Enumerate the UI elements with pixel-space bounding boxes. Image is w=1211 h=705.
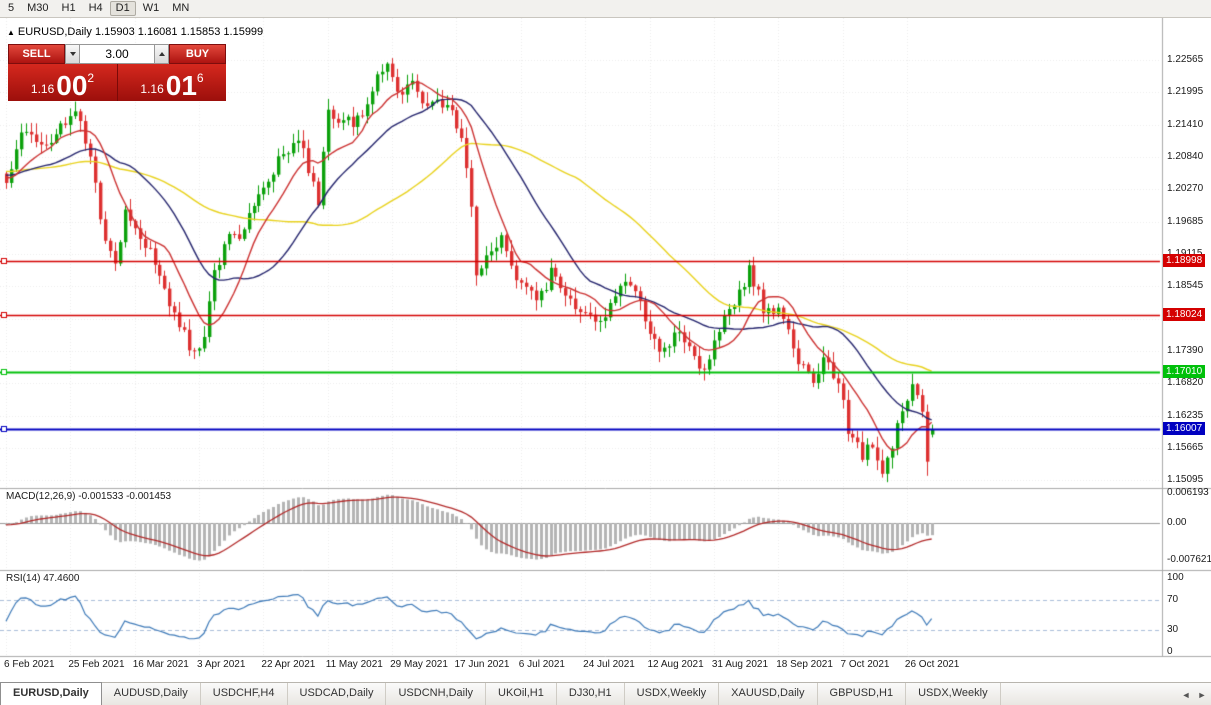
chart-canvas[interactable] — [0, 18, 1211, 682]
price-line-tag-1.16007: 1.16007 — [1163, 421, 1206, 435]
time-axis-label: 22 Apr 2021 — [261, 659, 316, 670]
time-axis-label: 31 Aug 2021 — [711, 659, 769, 670]
timeframe-button-h1[interactable]: H1 — [61, 2, 76, 14]
one-click-trading-panel: SELL BUY 1.16 00 2 1.16 01 — [8, 44, 226, 101]
price-axis-tick: 1.19115 — [1167, 248, 1202, 259]
macd-axis-tick: -0.007621 — [1167, 553, 1211, 565]
chart-tab-ukoil-h1[interactable]: UKOil,H1 — [486, 683, 557, 705]
buy-price-big-digits: 01 — [165, 70, 197, 102]
chart-title: ▲ EURUSD,Daily 1.15903 1.16081 1.15853 1.… — [7, 26, 263, 38]
symbol-marker-icon: ▲ — [7, 28, 15, 37]
price-axis-tick: 1.21995 — [1167, 86, 1204, 98]
price-axis-tick: 1.22565 — [1167, 54, 1204, 65]
time-axis-label: 11 May 2021 — [325, 659, 383, 670]
timeframe-button-h4[interactable]: H4 — [88, 2, 103, 14]
timeframe-button-d1[interactable]: D1 — [109, 1, 136, 16]
time-axis-label: 12 Aug 2021 — [647, 659, 704, 670]
time-axis-label: 6 Jul 2021 — [518, 659, 565, 670]
sell-price-prefix: 1.16 — [30, 82, 55, 96]
time-axis-label: 6 Feb 2021 — [4, 659, 55, 670]
chart-tab-audusd-daily[interactable]: AUDUSD,Daily — [102, 683, 201, 705]
volume-input[interactable] — [80, 44, 154, 64]
symbol-name: EURUSD,Daily — [17, 26, 92, 38]
price-axis-tick: 1.18545 — [1167, 280, 1204, 292]
buy-price-display[interactable]: 1.16 01 6 — [117, 64, 226, 101]
price-axis-tick: 1.15095 — [1167, 474, 1204, 485]
timeframe-button-m30[interactable]: M30 — [27, 2, 49, 14]
buy-price-pip-digit: 6 — [196, 71, 204, 85]
price-axis-tick: 1.19685 — [1167, 215, 1204, 227]
timeframe-button-mn[interactable]: MN — [172, 2, 190, 14]
tabs-scroll-left-button[interactable]: ◄ — [1181, 690, 1191, 700]
time-axis-label: 26 Oct 2021 — [904, 659, 960, 670]
rsi-axis-tick: 100 — [1167, 572, 1184, 583]
time-axis-label: 7 Oct 2021 — [840, 659, 890, 670]
chart-tab-usdx-weekly[interactable]: USDX,Weekly — [906, 683, 1001, 705]
ohlc-values: 1.15903 1.16081 1.15853 1.15999 — [94, 26, 264, 38]
chart-tab-usdchf-h4[interactable]: USDCHF,H4 — [201, 683, 288, 705]
tabs-scroll-right-button[interactable]: ► — [1197, 690, 1207, 700]
time-axis-label: 29 May 2021 — [390, 659, 448, 670]
time-axis-label: 16 Mar 2021 — [132, 659, 189, 670]
time-axis-label: 3 Apr 2021 — [197, 659, 246, 670]
trade-prices-row: 1.16 00 2 1.16 01 6 — [8, 64, 226, 101]
timeframe-toolbar: 5 M30 H1 H4 D1 W1 MN — [0, 0, 1211, 18]
macd-axis-tick: 0.00 — [1167, 517, 1187, 528]
chart-tab-eurusd-daily[interactable]: EURUSD,Daily — [0, 682, 102, 705]
sell-button[interactable]: SELL — [8, 44, 65, 64]
buy-button[interactable]: BUY — [169, 44, 226, 64]
time-axis-label: 17 Jun 2021 — [454, 659, 510, 670]
tabs-scroll-controls: ◄ ► — [1179, 687, 1209, 701]
price-axis-tick: 1.17390 — [1167, 344, 1204, 356]
timeframe-button-w1[interactable]: W1 — [142, 2, 160, 14]
price-axis-tick: 1.16235 — [1167, 409, 1204, 421]
chart-tab-dj30-h1[interactable]: DJ30,H1 — [557, 683, 625, 705]
price-line-tag-1.17010: 1.17010 — [1163, 365, 1206, 379]
rsi-indicator-label: RSI(14) 47.4600 — [6, 573, 80, 584]
price-axis-tick: 1.20270 — [1167, 183, 1204, 195]
up-arrow-icon — [158, 52, 165, 56]
rsi-axis-tick: 30 — [1167, 623, 1179, 635]
volume-decrease-button[interactable] — [65, 44, 80, 64]
macd-indicator-label: MACD(12,26,9) -0.001533 -0.001453 — [6, 491, 172, 502]
time-axis-label: 18 Sep 2021 — [776, 659, 833, 670]
price-axis-tick: 1.21410 — [1167, 118, 1204, 130]
price-axis-tick: 1.20840 — [1167, 150, 1204, 162]
chart-tabs-bar: EURUSD,Daily AUDUSD,Daily USDCHF,H4 USDCAD,… — [0, 682, 1211, 705]
chart-window: ▲ EURUSD,Daily 1.15903 1.16081 1.15853 1.… — [0, 18, 1211, 682]
volume-increase-button[interactable] — [154, 44, 169, 64]
trade-controls-row: SELL BUY — [8, 44, 226, 64]
chart-tab-usdcnh-daily[interactable]: USDCNH,Daily — [386, 683, 487, 705]
price-axis-tick: 1.16820 — [1167, 377, 1204, 388]
buy-price-prefix: 1.16 — [140, 82, 164, 96]
time-axis-label: 24 Jul 2021 — [583, 659, 635, 670]
price-line-tag-1.18998: 1.18998 — [1163, 253, 1206, 267]
rsi-axis-tick: 70 — [1167, 594, 1179, 606]
sell-price-display[interactable]: 1.16 00 2 — [8, 64, 117, 101]
chart-tab-xauusd-daily[interactable]: XAUUSD,Daily — [719, 683, 818, 705]
timeframe-button-5[interactable]: 5 — [8, 2, 15, 14]
macd-axis-tick: 0.006193 — [1167, 486, 1209, 498]
rsi-axis-tick: 0 — [1167, 646, 1173, 657]
down-arrow-icon — [69, 52, 76, 56]
chart-tab-usdx-weekly[interactable]: USDX,Weekly — [625, 683, 720, 705]
price-axis-tick: 1.15665 — [1167, 441, 1204, 453]
price-line-tag-1.18024: 1.18024 — [1163, 308, 1206, 322]
time-axis-label: 25 Feb 2021 — [68, 659, 125, 670]
sell-price-big-digits: 00 — [56, 70, 88, 102]
sell-price-pip-digit: 2 — [87, 71, 95, 85]
chart-tab-usdcad-daily[interactable]: USDCAD,Daily — [288, 683, 387, 705]
chart-tab-gbpusd-h1[interactable]: GBPUSD,H1 — [818, 683, 907, 705]
